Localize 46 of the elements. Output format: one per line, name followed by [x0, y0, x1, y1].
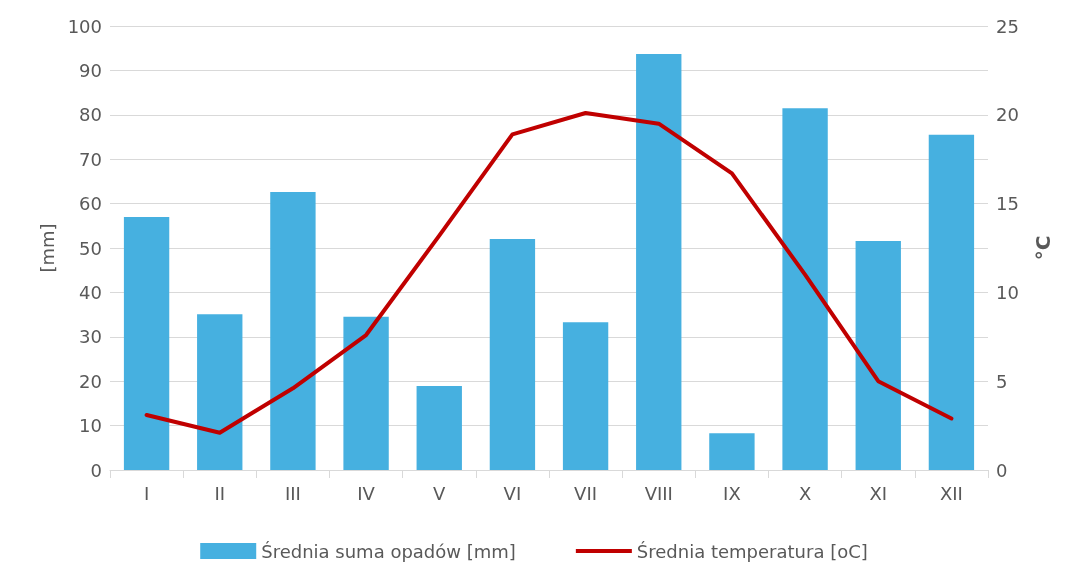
bar: [270, 192, 316, 470]
x-tick-label: II: [214, 482, 226, 504]
y-tick-label: 80: [79, 104, 102, 126]
y-tick-label: 40: [79, 281, 102, 303]
x-tick-label: I: [143, 482, 150, 504]
y-tick-label: 50: [79, 237, 102, 259]
x-tick-label: IX: [723, 482, 741, 504]
bar: [416, 386, 462, 470]
x-tick-label: VI: [503, 482, 522, 504]
y2-tick-label: 0: [996, 459, 1008, 481]
y2-tick-label: 10: [996, 281, 1019, 303]
legend-label: Średnia temperatura [oC]: [636, 540, 868, 562]
x-tick-label: VIII: [644, 482, 673, 504]
bar: [709, 433, 755, 470]
y2-tick-label: 5: [996, 370, 1008, 392]
bar: [855, 240, 901, 470]
x-tick-label: V: [433, 482, 447, 504]
y2-tick-label: 15: [996, 193, 1019, 215]
x-tick-label: XII: [939, 482, 963, 504]
y-tick-label: 90: [79, 59, 102, 81]
y-tick-label: 100: [67, 15, 102, 37]
y2-tick-label: 25: [996, 15, 1019, 37]
y-tick-label: 0: [90, 459, 102, 481]
y2-axis-title: °C: [1031, 235, 1055, 261]
x-tick-label: XI: [869, 482, 888, 504]
line-series: [144, 111, 954, 435]
x-tick-label: X: [798, 482, 812, 504]
x-tick-label: IV: [357, 482, 376, 504]
y-tick-label: 30: [79, 326, 102, 348]
bar: [562, 322, 609, 470]
y2-tick-label: 20: [996, 104, 1019, 126]
bar: [489, 239, 536, 470]
y-tick-label: 20: [79, 370, 102, 392]
x-tick-label: VII: [574, 482, 598, 504]
bar: [782, 108, 828, 470]
bar: [636, 53, 682, 470]
bar: [123, 216, 170, 470]
y-tick-label: 70: [79, 148, 102, 170]
bar: [343, 316, 389, 470]
bar: [197, 314, 243, 470]
legend-label: Średnia suma opadów [mm]: [261, 540, 516, 562]
y-axis-title: [mm]: [37, 223, 59, 273]
y-tick-label: 60: [79, 193, 102, 215]
x-tick-label: III: [284, 482, 301, 504]
bar: [928, 134, 975, 470]
y-tick-label: 10: [79, 415, 102, 437]
